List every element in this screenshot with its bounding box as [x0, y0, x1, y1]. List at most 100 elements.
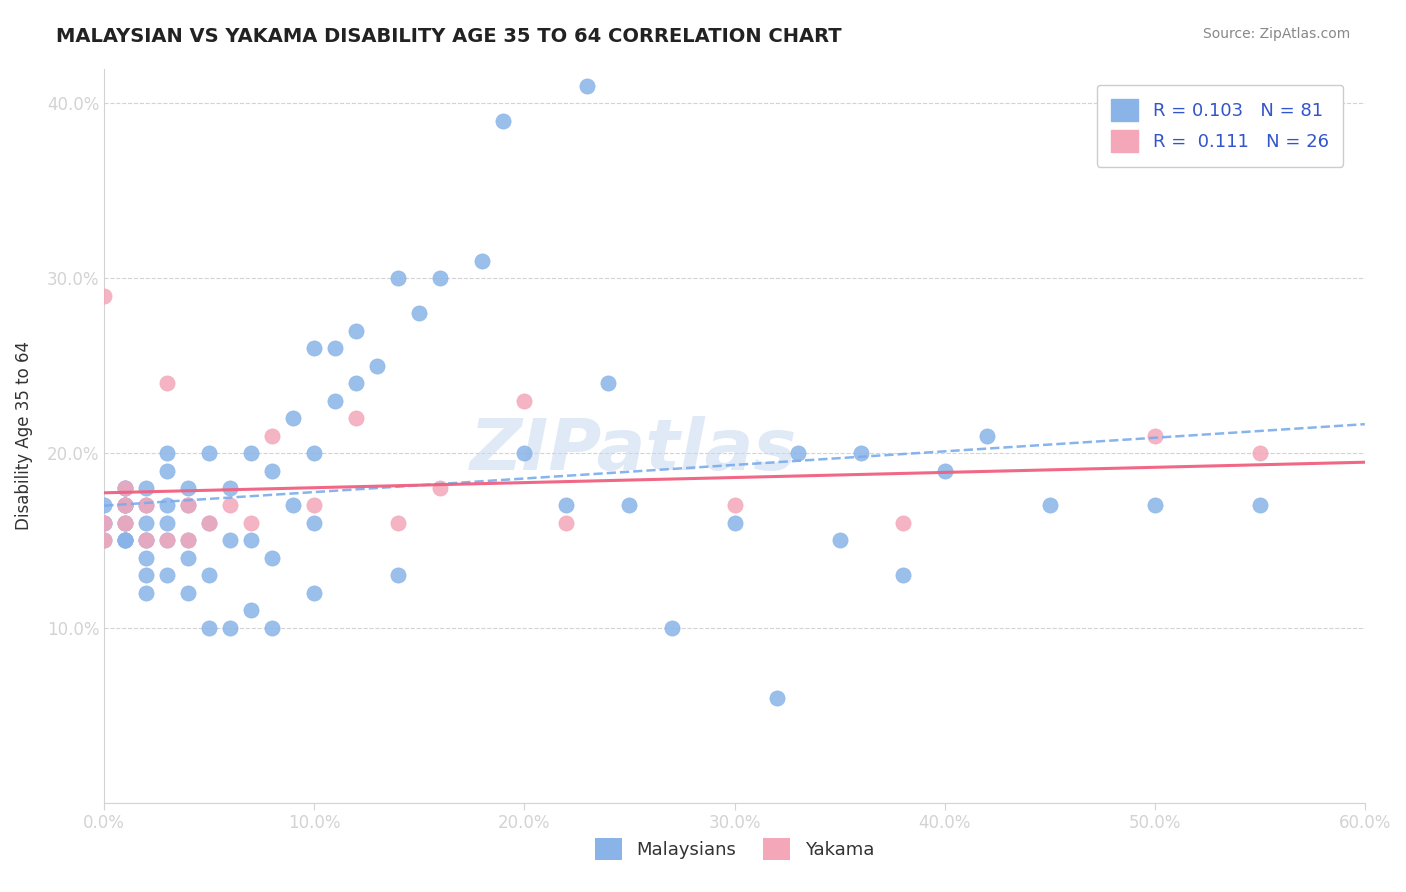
- Point: [135, 586, 157, 600]
- Point: [135, 550, 157, 565]
- Point: [366, 359, 388, 373]
- Point: [325, 393, 347, 408]
- Point: [177, 550, 200, 565]
- Point: [114, 516, 136, 530]
- Point: [976, 428, 998, 442]
- Point: [387, 271, 409, 285]
- Point: [156, 568, 179, 582]
- Point: [304, 446, 326, 460]
- Point: [555, 516, 578, 530]
- Point: [1143, 499, 1166, 513]
- Point: [576, 78, 599, 93]
- Point: [198, 446, 221, 460]
- Point: [156, 446, 179, 460]
- Point: [1249, 499, 1271, 513]
- Point: [93, 516, 115, 530]
- Point: [135, 499, 157, 513]
- Point: [114, 533, 136, 548]
- Point: [198, 516, 221, 530]
- Point: [156, 499, 179, 513]
- Point: [114, 481, 136, 495]
- Text: ZIPatlas: ZIPatlas: [470, 416, 797, 484]
- Point: [114, 499, 136, 513]
- Point: [177, 499, 200, 513]
- Text: MALAYSIAN VS YAKAMA DISABILITY AGE 35 TO 64 CORRELATION CHART: MALAYSIAN VS YAKAMA DISABILITY AGE 35 TO…: [56, 27, 842, 45]
- Point: [240, 516, 263, 530]
- Point: [219, 499, 242, 513]
- Point: [114, 516, 136, 530]
- Point: [135, 499, 157, 513]
- Point: [344, 324, 367, 338]
- Point: [283, 411, 305, 425]
- Point: [93, 533, 115, 548]
- Y-axis label: Disability Age 35 to 64: Disability Age 35 to 64: [15, 341, 32, 530]
- Point: [429, 481, 451, 495]
- Point: [177, 481, 200, 495]
- Point: [387, 568, 409, 582]
- Point: [304, 499, 326, 513]
- Point: [891, 568, 914, 582]
- Point: [93, 499, 115, 513]
- Point: [304, 586, 326, 600]
- Point: [513, 393, 536, 408]
- Point: [198, 568, 221, 582]
- Point: [135, 533, 157, 548]
- Point: [723, 499, 745, 513]
- Point: [429, 271, 451, 285]
- Point: [114, 481, 136, 495]
- Point: [765, 690, 787, 705]
- Point: [93, 516, 115, 530]
- Point: [114, 533, 136, 548]
- Point: [93, 516, 115, 530]
- Point: [891, 516, 914, 530]
- Point: [828, 533, 851, 548]
- Point: [156, 533, 179, 548]
- Point: [786, 446, 808, 460]
- Point: [240, 446, 263, 460]
- Point: [114, 499, 136, 513]
- Point: [492, 114, 515, 128]
- Point: [177, 586, 200, 600]
- Point: [262, 550, 284, 565]
- Point: [135, 516, 157, 530]
- Point: [240, 603, 263, 617]
- Point: [849, 446, 872, 460]
- Point: [934, 463, 956, 477]
- Point: [304, 341, 326, 355]
- Point: [1039, 499, 1062, 513]
- Point: [661, 621, 683, 635]
- Point: [387, 516, 409, 530]
- Point: [135, 568, 157, 582]
- Point: [471, 253, 494, 268]
- Point: [619, 499, 641, 513]
- Point: [135, 533, 157, 548]
- Point: [177, 499, 200, 513]
- Point: [114, 516, 136, 530]
- Text: Source: ZipAtlas.com: Source: ZipAtlas.com: [1202, 27, 1350, 41]
- Point: [135, 533, 157, 548]
- Point: [93, 533, 115, 548]
- Point: [156, 516, 179, 530]
- Point: [262, 428, 284, 442]
- Point: [114, 533, 136, 548]
- Point: [177, 533, 200, 548]
- Point: [135, 481, 157, 495]
- Point: [262, 463, 284, 477]
- Point: [156, 533, 179, 548]
- Point: [262, 621, 284, 635]
- Point: [1249, 446, 1271, 460]
- Point: [93, 289, 115, 303]
- Point: [723, 516, 745, 530]
- Point: [344, 376, 367, 391]
- Point: [304, 516, 326, 530]
- Point: [156, 376, 179, 391]
- Point: [325, 341, 347, 355]
- Point: [408, 306, 430, 320]
- Point: [598, 376, 620, 391]
- Point: [283, 499, 305, 513]
- Point: [198, 516, 221, 530]
- Point: [344, 411, 367, 425]
- Point: [1143, 428, 1166, 442]
- Point: [177, 533, 200, 548]
- Point: [114, 481, 136, 495]
